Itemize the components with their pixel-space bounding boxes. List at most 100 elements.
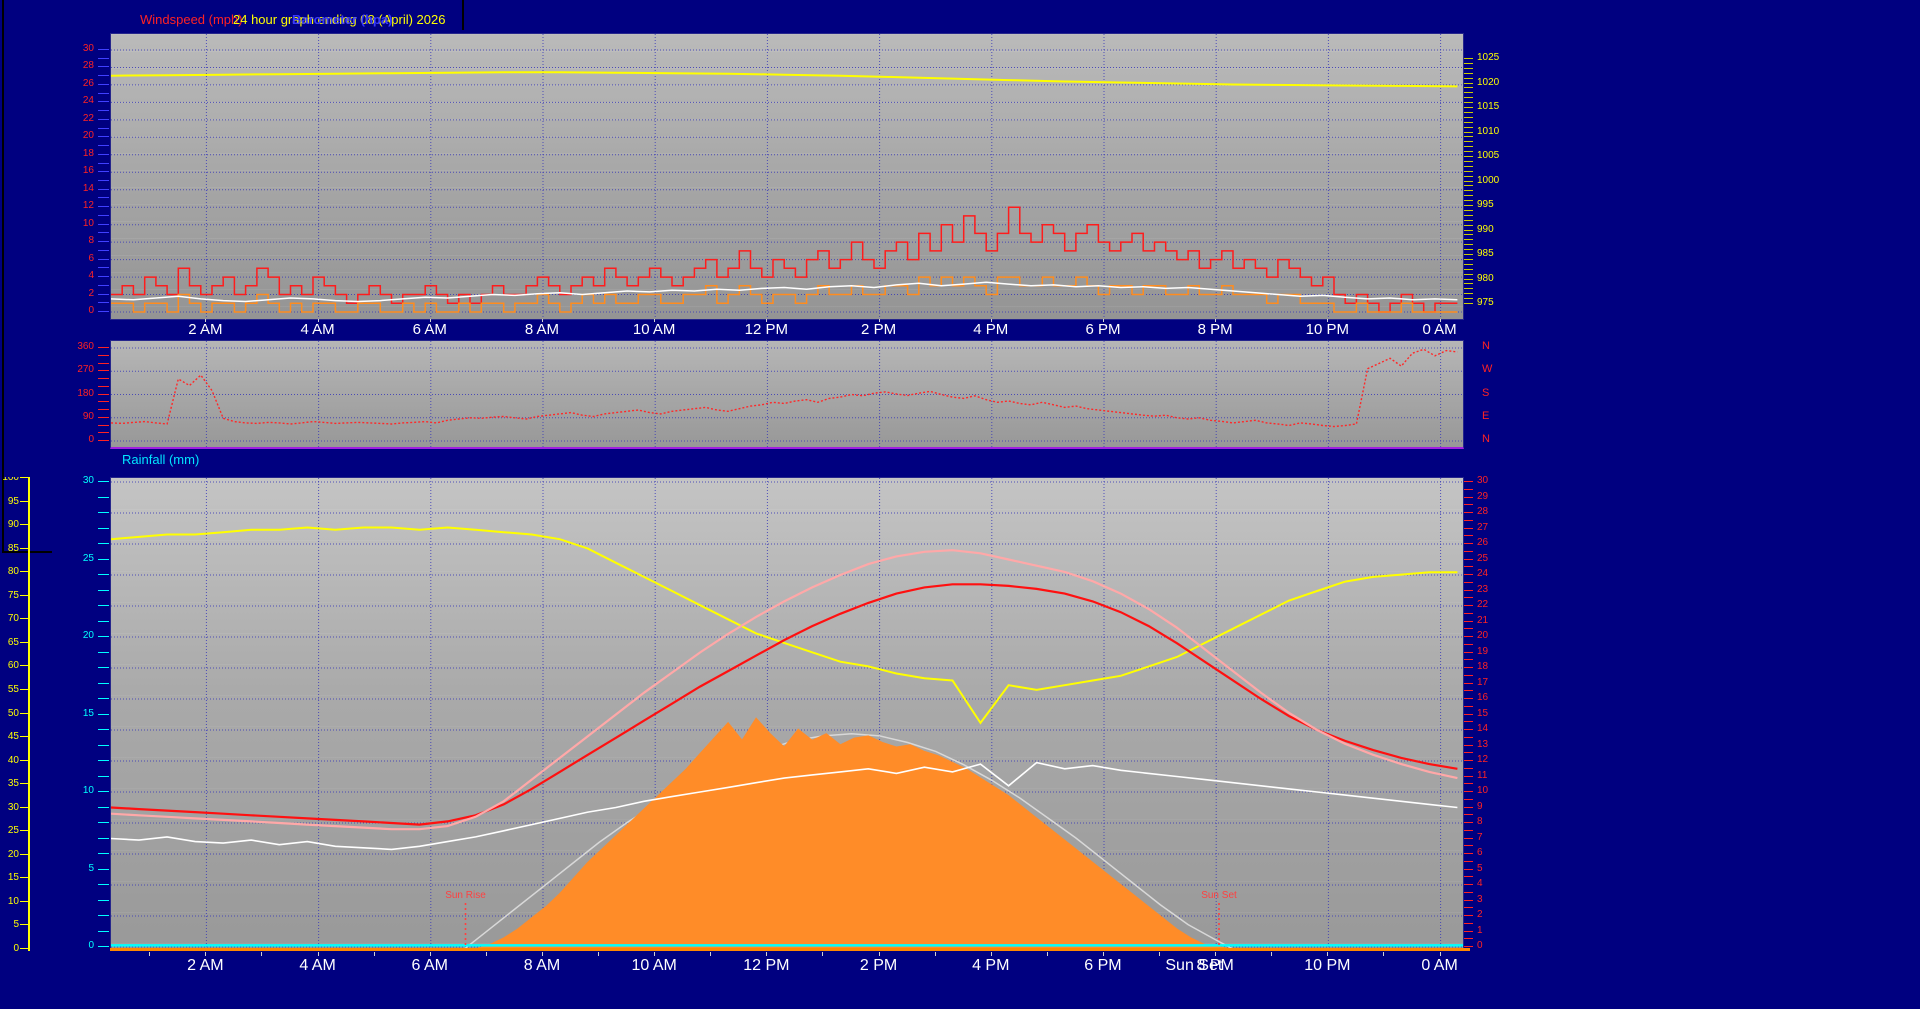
axis-tick: [98, 223, 109, 225]
axis-tick: [98, 136, 109, 138]
axis-tick: [1464, 151, 1473, 153]
axis-tick-label: 28: [1477, 506, 1489, 517]
axis-tick: [20, 877, 28, 879]
axis-tick-label: 26: [82, 77, 94, 89]
wind-direction-chart[interactable]: [110, 340, 1464, 449]
axis-tick-label: 18: [1477, 661, 1489, 672]
axis-tick: [98, 118, 109, 120]
axis-tick-label: 1010: [1477, 125, 1500, 137]
axis-tick: [1464, 946, 1473, 947]
time-tick-label-top: 4 PM: [973, 321, 1009, 338]
axis-tick-label: 23: [1477, 583, 1489, 595]
temperature-humidity-solar-chart[interactable]: Sun Rise Sun Set: [110, 477, 1464, 950]
axis-tick: [1464, 713, 1473, 715]
sun-marker: Sun Rise: [445, 890, 486, 948]
axis-tick-label: 990: [1477, 223, 1494, 235]
axis-tick: [1464, 814, 1473, 816]
axis-tick: [1464, 249, 1473, 251]
axis-tick-label: 15: [82, 707, 94, 719]
compass-label: N: [1482, 340, 1490, 352]
time-tick-label-top: 6 AM: [412, 321, 447, 338]
axis-tick-label: 1005: [1477, 150, 1500, 161]
axis-tick-label: 27: [1477, 521, 1489, 533]
axis-tick: [98, 188, 109, 190]
humidity-tick-label: 80: [7, 566, 19, 578]
humidity-tick-label: 100: [2, 477, 19, 483]
background-window-edge-top-right: [462, 0, 464, 30]
axis-tick-label: 985: [1477, 248, 1494, 259]
axis-tick: [20, 853, 28, 855]
axis-tick: [1464, 736, 1473, 738]
axis-tick: [98, 416, 109, 418]
axis-tick: [1464, 116, 1473, 118]
axis-tick: [1464, 62, 1473, 64]
graph-period-title: 24 hour graph ending 08 (April) 2026: [233, 12, 446, 27]
axis-tick: [20, 736, 28, 738]
windspeed-axis-title: Windspeed (mph): [140, 12, 243, 27]
series-solar-theoretical: [463, 732, 1234, 949]
axis-tick: [1464, 72, 1473, 74]
x-tick: [878, 319, 880, 322]
axis-tick: [98, 284, 109, 286]
axis-tick-label: 8: [88, 235, 94, 247]
gridlines: [111, 34, 1463, 319]
axis-tick: [20, 524, 28, 526]
axis-tick: [1464, 165, 1473, 167]
axis-tick: [98, 760, 109, 761]
humidity-axis-line: [28, 477, 30, 951]
axis-tick-label: 28: [82, 60, 94, 72]
axis-tick: [1464, 195, 1473, 197]
x-tick: [149, 952, 151, 956]
sun-marker: Sun Set: [1201, 890, 1237, 948]
axis-tick: [1464, 180, 1473, 182]
axis-tick: [98, 543, 109, 544]
axis-tick-label: 975: [1477, 297, 1494, 308]
compass-label: S: [1482, 386, 1490, 399]
axis-tick-label: 8: [1477, 816, 1483, 827]
axis-tick: [1464, 636, 1473, 637]
axis-tick: [1464, 829, 1473, 831]
axis-tick: [20, 948, 28, 949]
axis-tick: [1464, 659, 1473, 661]
axis-tick: [98, 66, 109, 68]
axis-tick: [1464, 92, 1473, 94]
compass-label: N: [1482, 433, 1490, 445]
axis-tick-label: 20: [82, 130, 94, 142]
axis-tick-label: 980: [1477, 272, 1494, 284]
axis-tick: [20, 924, 28, 926]
axis-tick: [1464, 126, 1473, 128]
axis-tick: [98, 620, 109, 622]
axis-tick: [1464, 185, 1473, 187]
axis-tick: [1464, 102, 1473, 104]
x-tick: [373, 952, 375, 956]
axis-tick: [98, 806, 109, 808]
series-solar-radiation: [475, 717, 1234, 949]
axis-tick-label: 7: [1477, 831, 1483, 843]
axis-tick-label: 10: [82, 785, 94, 796]
axis-tick: [1464, 907, 1473, 909]
axis-tick: [98, 791, 109, 792]
time-tick-label-bottom: 6 PM: [1084, 957, 1122, 974]
axis-tick: [98, 276, 109, 278]
time-tick-label-top: 10 PM: [1305, 321, 1350, 338]
axis-tick: [1464, 263, 1473, 265]
axis-tick: [98, 432, 109, 434]
x-tick: [1102, 952, 1104, 956]
series-wind-direction: [111, 348, 1458, 428]
axis-tick: [1464, 915, 1473, 916]
time-tick-label-top: 10 AM: [632, 321, 676, 338]
time-tick-label-bottom: 10 AM: [631, 957, 677, 974]
windspeed-barometer-chart[interactable]: [110, 33, 1464, 320]
axis-tick: [1464, 868, 1473, 870]
axis-tick: [1464, 899, 1473, 901]
time-tick-label-top: 8 PM: [1197, 321, 1233, 338]
axis-tick: [1464, 273, 1473, 275]
axis-tick: [98, 884, 109, 885]
axis-tick: [98, 946, 109, 947]
axis-tick: [98, 574, 109, 575]
time-tick-label-bottom: 0 AM: [1421, 957, 1458, 974]
x-tick: [1327, 319, 1329, 322]
axis-tick-label: 29: [1477, 490, 1489, 502]
humidity-tick-label: 95: [7, 495, 19, 507]
